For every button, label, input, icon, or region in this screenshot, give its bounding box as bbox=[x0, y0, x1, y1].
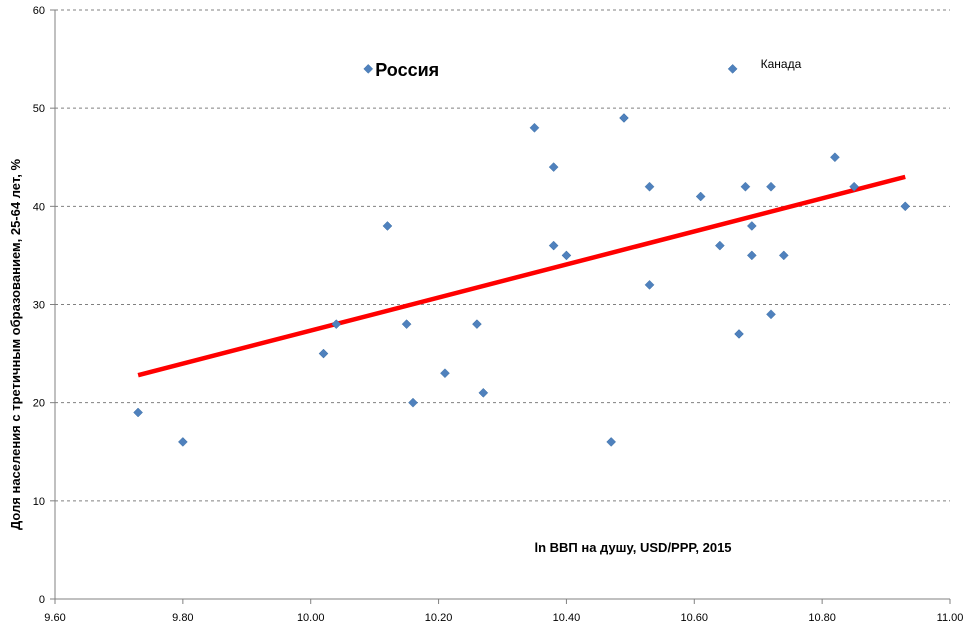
x-tick-label: 10.80 bbox=[808, 612, 836, 624]
y-tick-label: 20 bbox=[33, 398, 45, 410]
y-tick-label: 60 bbox=[33, 5, 45, 17]
scatter-point bbox=[740, 181, 751, 192]
scatter-point bbox=[727, 64, 738, 74]
scatter-point bbox=[778, 250, 789, 261]
x-tick-label: 10.20 bbox=[425, 612, 453, 624]
scatter-point bbox=[548, 162, 559, 172]
x-tick-label: 10.40 bbox=[553, 612, 581, 624]
x-tick-label: 9.60 bbox=[44, 612, 65, 624]
y-tick-label: 30 bbox=[33, 300, 45, 312]
scatter-point bbox=[548, 240, 559, 251]
scatter-point bbox=[900, 201, 911, 212]
gridlines bbox=[50, 9, 950, 600]
scatter-point bbox=[715, 240, 725, 251]
y-tick-label: 10 bbox=[33, 496, 45, 508]
x-tick-label: 10.00 bbox=[297, 612, 325, 624]
y-tick-label: 0 bbox=[39, 594, 45, 606]
scatter-point bbox=[830, 152, 840, 163]
scatter-point bbox=[734, 329, 744, 339]
trend-line bbox=[137, 174, 906, 378]
scatter-point bbox=[644, 280, 655, 290]
y-axis-label: Доля населения с третичным образованием,… bbox=[8, 159, 23, 530]
scatter-point bbox=[133, 407, 143, 418]
scatter-point bbox=[644, 181, 655, 192]
x-tick-labels: 9.60 9.80 10.00 10.20 10.40 10.60 10.80 11.00 bbox=[44, 599, 963, 624]
x-axis-label: ln ВВП на душу, USD/PPP, 2015 bbox=[534, 540, 731, 555]
scatter-point bbox=[440, 368, 450, 379]
annotation-canada: Канада bbox=[761, 57, 802, 71]
scatter-point bbox=[849, 181, 859, 192]
annotation-russia: Россия bbox=[375, 60, 439, 80]
scatter-point bbox=[318, 348, 329, 359]
scatter-point bbox=[746, 250, 757, 261]
scatter-point bbox=[561, 250, 572, 261]
scatter-point bbox=[766, 309, 776, 320]
scatter-point bbox=[472, 319, 482, 329]
scatter-point bbox=[478, 387, 489, 398]
scatter-point bbox=[766, 181, 776, 192]
x-tick-label: 9.80 bbox=[172, 612, 193, 624]
scatter-point bbox=[746, 221, 757, 231]
scatter-point bbox=[363, 64, 374, 74]
scatter-point bbox=[401, 319, 412, 329]
scatter-point bbox=[619, 113, 629, 123]
scatter-point bbox=[382, 221, 393, 231]
data-points bbox=[133, 64, 911, 447]
y-tick-label: 40 bbox=[33, 201, 45, 213]
y-tick-labels: 0 10 20 30 40 50 60 bbox=[33, 5, 45, 606]
scatter-point bbox=[178, 437, 188, 447]
scatter-point bbox=[331, 319, 342, 329]
scatter-point bbox=[606, 437, 617, 447]
scatter-point bbox=[529, 122, 540, 133]
x-tick-label: 10.60 bbox=[681, 612, 709, 624]
y-tick-label: 50 bbox=[33, 103, 45, 115]
scatter-point bbox=[695, 191, 706, 202]
scatter-point bbox=[408, 397, 418, 408]
axes bbox=[54, 10, 950, 600]
x-tick-label: 11.00 bbox=[937, 612, 964, 624]
